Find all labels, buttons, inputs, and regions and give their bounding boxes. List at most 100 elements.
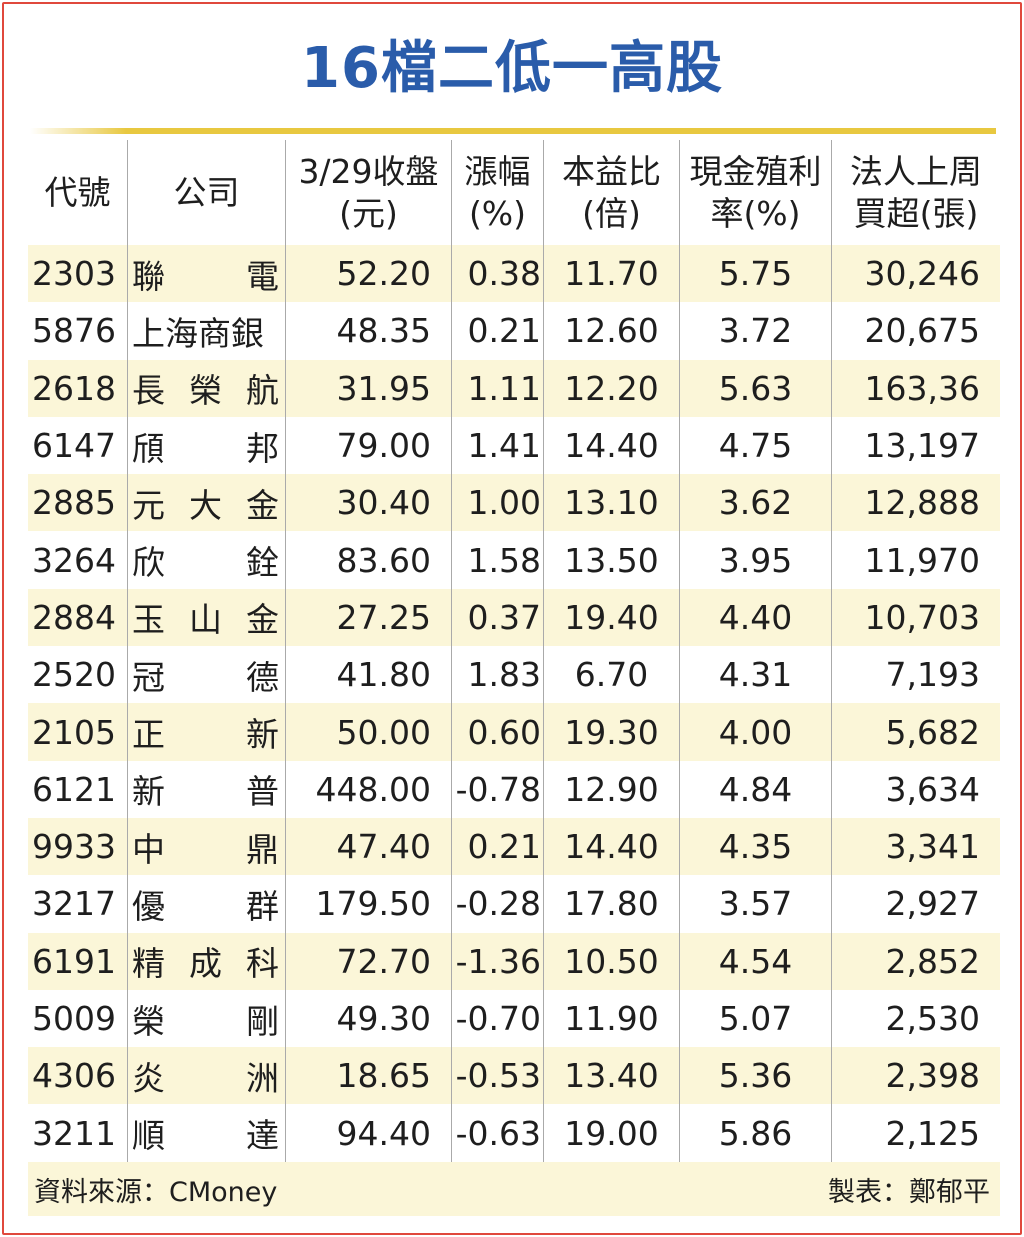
close-price: 49.30 [286, 989, 452, 1048]
table-row: 3211 順達 94.40 -0.63 19.00 5.86 2,125 [28, 1104, 1000, 1162]
table-row: 2885 元大金 30.40 1.00 13.10 3.62 12,888 [28, 474, 1000, 532]
header-company: 公司 [128, 140, 286, 245]
close-price: 179.50 [286, 875, 452, 933]
pe-ratio: 12.20 [544, 359, 680, 417]
table-row: 2303 聯電 52.20 0.38 11.70 5.75 30,246 [28, 245, 1000, 303]
company-name: 頎邦 [128, 416, 286, 475]
net-buy: 2,530 [885, 999, 980, 1038]
net-buy: 10,703 [864, 597, 980, 637]
table-row: 3217 優群 179.50 -0.28 17.80 3.57 2,927 [28, 875, 1000, 933]
company-name-part: 新 [132, 772, 165, 812]
company-name-part: 大 [189, 485, 222, 525]
table-row: 6147 頎邦 79.00 1.41 14.40 4.75 13,197 [28, 416, 1000, 475]
price-change: 1.41 [452, 416, 544, 475]
company-name: 長榮航 [128, 359, 286, 417]
dividend-yield: 3.62 [680, 474, 832, 532]
net-buy: 5,682 [885, 712, 980, 752]
company-name-part: 順 [132, 1116, 165, 1156]
company-name-part: 冠 [132, 657, 165, 697]
close-price: 31.95 [286, 359, 452, 417]
pe-ratio: 12.60 [544, 302, 680, 360]
title-underline [30, 128, 996, 134]
company-name-part: 頎 [132, 428, 165, 468]
company-name-part: 山 [189, 600, 222, 640]
stock-code: 5009 [28, 989, 128, 1048]
company-name-part: 科 [246, 944, 279, 984]
price-change: 0.37 [452, 588, 544, 647]
company-name-part: 聯 [132, 256, 165, 296]
stock-code: 5876 [28, 302, 128, 360]
company-name-part: 金 [246, 600, 279, 640]
stock-code: 2303 [28, 245, 128, 303]
company-name: 上海商銀 [128, 302, 286, 360]
company-name-part: 德 [246, 657, 279, 697]
table-row: 4306 炎洲 18.65 -0.53 13.40 5.36 2,398 [28, 1047, 1000, 1105]
net-buy: 20,675 [864, 311, 980, 351]
author-note: 製表：鄭郁平 [828, 1176, 990, 1208]
stock-code: 6121 [28, 760, 128, 818]
pe-ratio: 6.70 [544, 646, 680, 704]
pe-ratio: 13.40 [544, 1047, 680, 1105]
dividend-yield: 5.07 [680, 989, 832, 1048]
table-row: 2520 冠德 41.80 1.83 6.70 4.31 7,193 [28, 646, 1000, 704]
company-name-part: 普 [246, 772, 279, 812]
dividend-yield: 4.75 [680, 416, 832, 475]
table-row: 5876 上海商銀 48.35 0.21 12.60 3.72 20,675 [28, 302, 1000, 360]
table-footer: 資料來源：CMoney 製表：鄭郁平 [28, 1162, 1000, 1216]
price-change: -0.78 [452, 760, 544, 818]
close-price: 41.80 [286, 646, 452, 704]
company-name: 順達 [128, 1104, 286, 1162]
stock-table: 代號 公司 3/29收盤 (元) 漲幅 (%) 本益比 (倍) 現金殖利 率(%) 法人… [28, 140, 1000, 1162]
price-change: 0.21 [452, 302, 544, 360]
price-change: -0.70 [452, 989, 544, 1048]
stock-code: 9933 [28, 817, 128, 876]
price-change: 0.21 [452, 817, 544, 876]
company-name: 正新 [128, 703, 286, 761]
stock-code: 6147 [28, 416, 128, 475]
dividend-yield: 5.63 [680, 359, 832, 417]
company-name-part: 玉 [132, 600, 165, 640]
close-price: 30.40 [286, 474, 452, 532]
table-row: 2618 長榮航 31.95 1.11 12.20 5.63 163,36 [28, 359, 1000, 417]
pe-ratio: 19.00 [544, 1104, 680, 1162]
dividend-yield: 3.72 [680, 302, 832, 360]
pe-ratio: 12.90 [544, 760, 680, 818]
company-name-part: 欣 [132, 543, 165, 583]
table-row: 5009 榮剛 49.30 -0.70 11.90 5.07 2,530 [28, 989, 1000, 1048]
company-name-part: 元 [132, 485, 165, 525]
dividend-yield: 5.36 [680, 1047, 832, 1105]
company-name-part: 新 [246, 715, 279, 755]
close-price: 47.40 [286, 817, 452, 876]
net-buy: 30,246 [864, 254, 980, 294]
company-name-part: 正 [132, 715, 165, 755]
pe-ratio: 13.10 [544, 474, 680, 532]
dividend-yield: 3.95 [680, 531, 832, 589]
pe-ratio: 14.40 [544, 416, 680, 475]
source-note: 資料來源：CMoney [34, 1176, 278, 1208]
dividend-yield: 3.57 [680, 875, 832, 933]
company-name-part: 達 [246, 1116, 279, 1156]
company-name-part: 鼎 [246, 829, 279, 869]
price-change: 0.38 [452, 245, 544, 303]
company-name-part: 上海商銀 [132, 313, 264, 353]
net-buy: 2,125 [885, 1113, 980, 1153]
header-yield: 現金殖利 率(%) [680, 140, 832, 245]
pe-ratio: 19.40 [544, 588, 680, 647]
net-buy: 2,927 [885, 884, 980, 924]
table-row: 6121 新普 448.00 -0.78 12.90 4.84 3,634 [28, 760, 1000, 818]
company-name-part: 優 [132, 886, 165, 926]
close-price: 72.70 [286, 932, 452, 990]
dividend-yield: 4.84 [680, 760, 832, 818]
price-change: -0.63 [452, 1104, 544, 1162]
pe-ratio: 14.40 [544, 817, 680, 876]
net-buy: 3,341 [885, 827, 980, 867]
company-name: 玉山金 [128, 588, 286, 647]
company-name-part: 榮 [189, 371, 222, 411]
price-change: -1.36 [452, 932, 544, 990]
dividend-yield: 4.31 [680, 646, 832, 704]
dividend-yield: 4.54 [680, 932, 832, 990]
dividend-yield: 5.86 [680, 1104, 832, 1162]
net-buy: 2,398 [885, 1056, 980, 1096]
table-row: 6191 精成科 72.70 -1.36 10.50 4.54 2,852 [28, 932, 1000, 990]
